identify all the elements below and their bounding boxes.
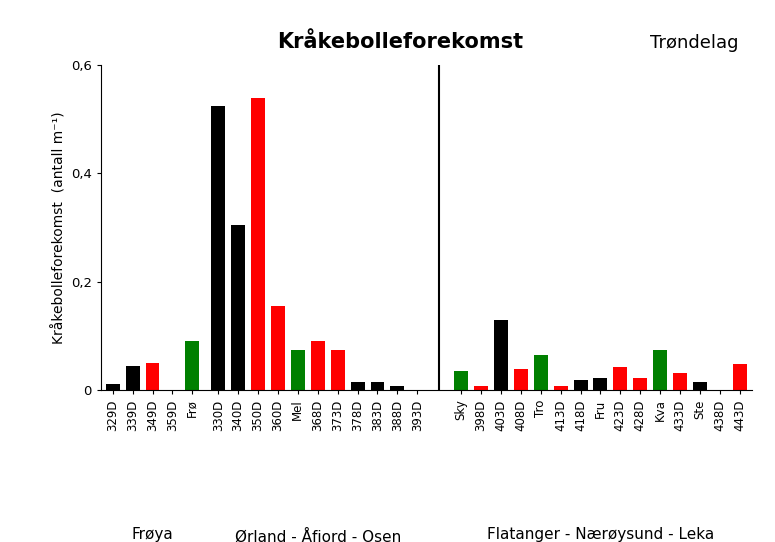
Bar xyxy=(633,378,647,390)
Bar xyxy=(311,341,325,390)
Bar xyxy=(514,369,528,390)
Bar xyxy=(574,380,587,390)
Bar xyxy=(693,382,707,390)
Bar xyxy=(594,378,608,390)
Bar xyxy=(370,382,384,390)
Text: Kråkebolleforekomst: Kråkebolleforekomst xyxy=(277,32,523,52)
Bar xyxy=(291,350,305,390)
Text: Frøya: Frøya xyxy=(132,527,174,542)
Y-axis label: Kråkebolleforekomst  (antall m⁻¹): Kråkebolleforekomst (antall m⁻¹) xyxy=(52,111,67,344)
Bar xyxy=(126,366,140,390)
Bar xyxy=(251,98,265,390)
Bar xyxy=(212,106,226,390)
Bar xyxy=(653,350,667,390)
Bar xyxy=(271,306,285,390)
Text: Flatanger - Nærøysund - Leka: Flatanger - Nærøysund - Leka xyxy=(487,527,714,542)
Bar xyxy=(534,355,548,390)
Bar xyxy=(185,341,199,390)
Bar xyxy=(350,382,364,390)
Bar xyxy=(733,364,747,390)
Bar xyxy=(105,384,119,390)
Bar xyxy=(391,386,405,390)
Bar xyxy=(474,386,488,390)
Bar xyxy=(454,371,468,390)
Bar xyxy=(494,320,508,390)
Bar xyxy=(613,367,627,390)
Bar xyxy=(553,386,567,390)
Bar xyxy=(673,373,687,390)
Bar xyxy=(331,350,345,390)
Text: Ørland - Åfjord - Osen: Ørland - Åfjord - Osen xyxy=(235,527,401,542)
Bar xyxy=(146,363,160,390)
Text: Trøndelag: Trøndelag xyxy=(650,34,739,52)
Bar xyxy=(231,225,245,390)
